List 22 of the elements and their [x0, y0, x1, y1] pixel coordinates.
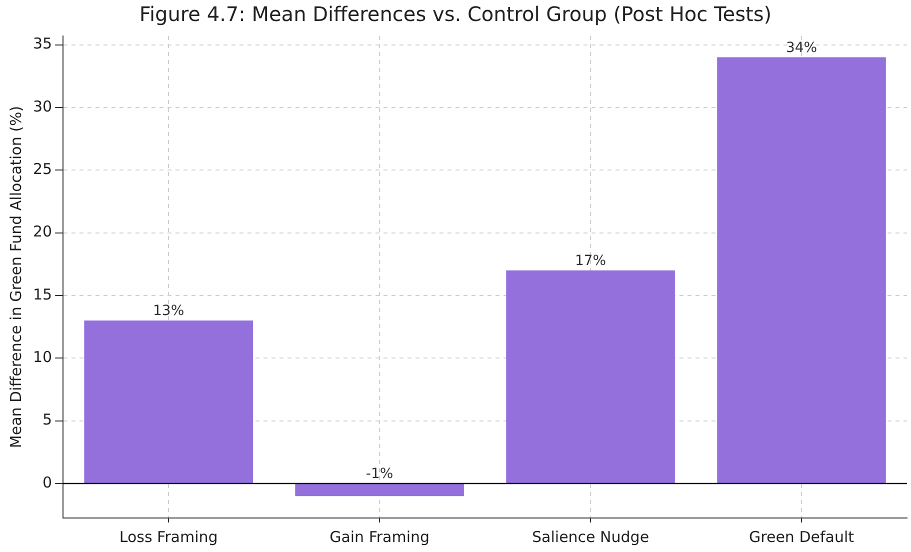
- bar: [295, 484, 464, 496]
- bar: [84, 320, 253, 484]
- y-tick-label: 10: [32, 348, 52, 366]
- chart-title: Figure 4.7: Mean Differences vs. Control Group (Post Hoc Tests): [139, 2, 772, 26]
- y-tick-label: 35: [32, 34, 52, 53]
- y-tick-label: 20: [32, 222, 52, 241]
- y-tick-label: 30: [32, 97, 52, 116]
- bar: [717, 57, 886, 484]
- y-tick-label: 25: [32, 160, 52, 178]
- x-tick-label: Green Default: [749, 528, 854, 546]
- y-tick-label: 5: [42, 410, 52, 429]
- data-label: 17%: [574, 253, 606, 270]
- data-label: -1%: [366, 466, 394, 482]
- bar: [506, 270, 675, 484]
- y-axis-title: Mean Difference in Green Fund Allocation (%): [6, 106, 25, 448]
- x-tick-label: Loss Framing: [119, 528, 218, 546]
- x-tick-label: Salience Nudge: [532, 528, 650, 546]
- y-tick-label: 0: [42, 473, 52, 492]
- x-tick-label: Gain Framing: [330, 528, 430, 546]
- y-tick-label: 15: [32, 285, 52, 304]
- data-label: 34%: [786, 40, 818, 56]
- data-label: 13%: [153, 303, 184, 320]
